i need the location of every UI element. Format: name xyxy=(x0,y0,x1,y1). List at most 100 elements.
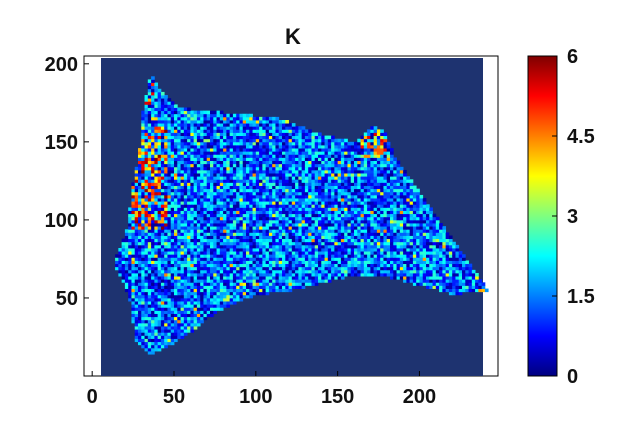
heatmap-cell xyxy=(226,213,231,218)
heatmap-cell xyxy=(282,191,286,196)
heatmap-cell xyxy=(141,198,145,202)
heatmap-cell xyxy=(399,188,404,193)
heatmap-cell xyxy=(367,266,371,271)
heatmap-cell xyxy=(187,307,191,311)
heatmap-cell xyxy=(252,269,257,274)
heatmap-cell xyxy=(288,282,293,286)
heatmap-cell xyxy=(157,254,162,258)
heatmap-cell xyxy=(219,138,224,143)
heatmap-cell xyxy=(272,204,276,208)
heatmap-cell xyxy=(187,319,191,324)
heatmap-cell xyxy=(265,291,270,296)
heatmap-cell xyxy=(278,135,283,140)
heatmap-cell xyxy=(390,160,394,165)
heatmap-cell xyxy=(246,201,250,205)
heatmap-cell xyxy=(288,235,293,240)
heatmap-cell xyxy=(232,301,237,305)
heatmap-cell xyxy=(252,276,257,280)
heatmap-cell xyxy=(376,191,381,196)
heatmap-cell xyxy=(232,141,237,146)
heatmap-cell xyxy=(183,260,188,265)
heatmap-cell xyxy=(246,276,250,280)
heatmap-cell xyxy=(157,204,162,208)
heatmap-cell xyxy=(393,157,397,161)
heatmap-cell xyxy=(465,288,469,293)
heatmap-cell xyxy=(121,257,126,261)
heatmap-cell xyxy=(200,263,204,268)
heatmap-cell xyxy=(324,276,329,280)
heatmap-cell xyxy=(134,238,139,243)
heatmap-cell xyxy=(360,263,365,268)
heatmap-cell xyxy=(386,198,391,202)
heatmap-cell xyxy=(409,248,414,252)
heatmap-cell xyxy=(259,263,263,268)
heatmap-cell xyxy=(272,160,276,165)
heatmap-cell xyxy=(141,207,145,211)
heatmap-cell xyxy=(170,135,175,140)
heatmap-cell xyxy=(170,144,175,149)
heatmap-cell xyxy=(363,238,368,243)
heatmap-cell xyxy=(324,223,329,227)
heatmap-cell xyxy=(246,263,250,268)
heatmap-cell xyxy=(324,144,329,149)
heatmap-cell xyxy=(308,154,312,158)
heatmap-cell xyxy=(357,163,361,168)
heatmap-cell xyxy=(147,210,152,215)
heatmap-cell xyxy=(249,248,253,252)
heatmap-cell xyxy=(210,248,214,252)
heatmap-cell xyxy=(219,238,224,243)
heatmap-cell xyxy=(314,226,319,230)
heatmap-cell xyxy=(386,260,391,265)
heatmap-cell xyxy=(157,313,162,318)
heatmap-cell xyxy=(206,285,211,289)
heatmap-cell xyxy=(213,157,217,161)
heatmap-cell xyxy=(203,263,208,268)
heatmap-cell xyxy=(223,304,227,308)
heatmap-cell xyxy=(239,169,244,174)
heatmap-cell xyxy=(282,263,286,268)
heatmap-cell xyxy=(429,282,433,286)
heatmap-cell xyxy=(262,138,267,143)
heatmap-cell xyxy=(246,266,250,271)
heatmap-cell xyxy=(331,207,335,211)
heatmap-cell xyxy=(465,260,469,265)
heatmap-cell xyxy=(174,251,178,255)
heatmap-cell xyxy=(138,304,142,308)
heatmap-cell xyxy=(174,294,178,299)
heatmap-cell xyxy=(255,194,260,199)
heatmap-cell xyxy=(318,207,322,211)
heatmap-cell xyxy=(177,288,181,293)
heatmap-cell xyxy=(337,219,342,224)
heatmap-cell xyxy=(318,213,322,218)
heatmap-cell xyxy=(360,182,365,186)
heatmap-cell xyxy=(275,179,280,183)
heatmap-cell xyxy=(412,244,417,249)
heatmap-cell xyxy=(203,316,208,321)
heatmap-cell xyxy=(334,238,339,243)
heatmap-cell xyxy=(223,213,227,218)
heatmap-cell xyxy=(396,213,401,218)
heatmap-cell xyxy=(268,226,273,230)
heatmap-cell xyxy=(154,138,159,143)
heatmap-cell xyxy=(429,238,433,243)
heatmap-cell xyxy=(360,151,365,155)
heatmap-cell xyxy=(367,210,371,215)
heatmap-cell xyxy=(295,232,299,236)
heatmap-cell xyxy=(327,232,332,236)
heatmap-cell xyxy=(160,148,165,152)
heatmap-cell xyxy=(465,266,469,271)
heatmap-cell xyxy=(167,276,172,280)
heatmap-cell xyxy=(301,282,306,286)
heatmap-cell xyxy=(141,182,145,186)
heatmap-cell xyxy=(367,173,371,177)
heatmap-cell xyxy=(200,307,204,311)
heatmap-cell xyxy=(344,223,348,227)
heatmap-cell xyxy=(484,288,489,293)
heatmap-cell xyxy=(383,163,388,168)
heatmap-cell xyxy=(432,254,437,258)
heatmap-cell xyxy=(213,216,217,221)
heatmap-cell xyxy=(393,251,397,255)
heatmap-cell xyxy=(272,148,276,152)
heatmap-cell xyxy=(249,213,253,218)
heatmap-cell xyxy=(268,148,273,152)
